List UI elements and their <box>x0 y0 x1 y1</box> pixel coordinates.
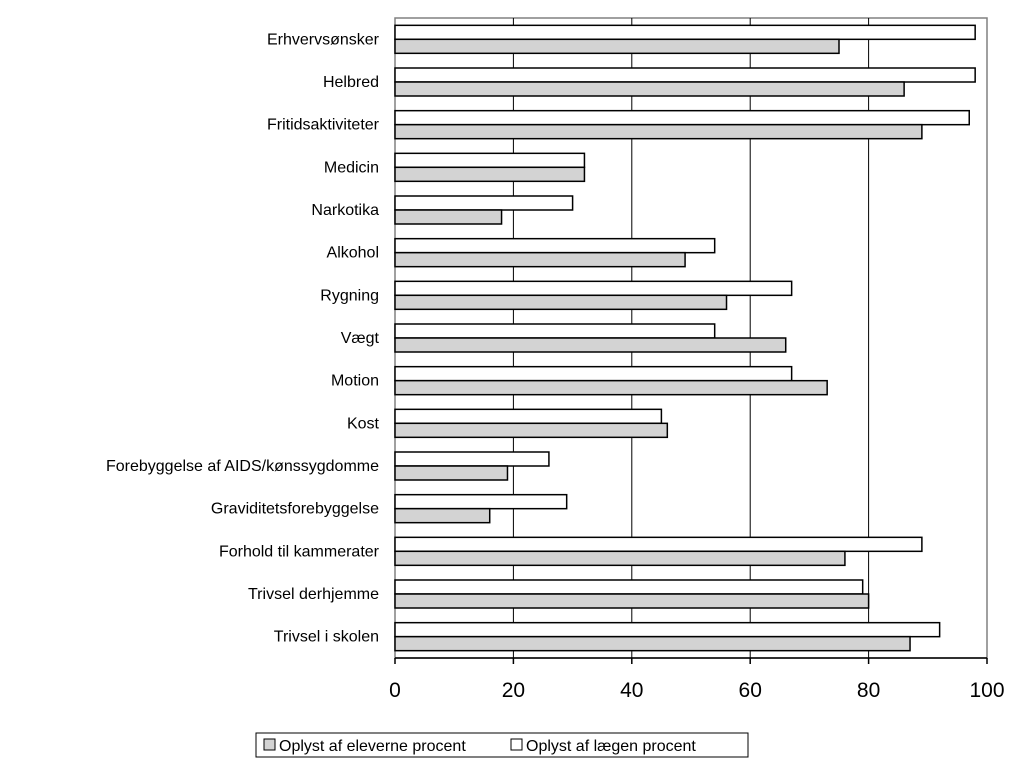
category-label-7: Vægt <box>341 330 380 347</box>
bar-laegen-1 <box>394 67 976 83</box>
bar-laegen-9 <box>394 408 663 425</box>
bar-laegen-4 <box>394 195 574 211</box>
bar-laegen-10 <box>394 451 550 467</box>
legend-box <box>255 732 749 758</box>
bar-eleverne-3 <box>394 166 586 183</box>
x-tick-label-60: 60 <box>739 679 762 702</box>
bar-laegen-8 <box>394 365 793 382</box>
category-label-3: Medicin <box>324 159 379 176</box>
category-label-4: Narkotika <box>311 202 379 219</box>
bar-eleverne-1 <box>394 81 905 97</box>
bars <box>394 24 976 652</box>
bar-laegen-7 <box>394 323 716 339</box>
x-tick-label-20: 20 <box>502 679 525 702</box>
x-tick-label-80: 80 <box>857 679 880 702</box>
category-label-6: Rygning <box>320 287 379 304</box>
bar-eleverne-13 <box>394 593 870 609</box>
bar-laegen-12 <box>394 536 923 553</box>
category-label-10: Forebyggelse af AIDS/kønssygdomme <box>106 458 379 475</box>
category-label-2: Fritidsaktiviteter <box>267 117 380 134</box>
category-label-12: Forhold til kammerater <box>219 543 380 560</box>
bar-eleverne-0 <box>394 38 840 55</box>
bar-eleverne-2 <box>394 123 923 140</box>
category-label-11: Graviditetsforebyggelse <box>211 501 379 518</box>
bar-laegen-3 <box>394 152 586 169</box>
bar-eleverne-11 <box>394 507 491 524</box>
bar-laegen-14 <box>394 621 941 638</box>
category-label-14: Trivsel i skolen <box>274 629 379 646</box>
legend-swatch-laegen <box>510 738 523 751</box>
category-label-5: Alkohol <box>327 245 379 262</box>
legend: Oplyst af eleverne procent Oplyst af læg… <box>255 732 749 758</box>
category-label-1: Helbred <box>323 74 379 91</box>
category-label-9: Kost <box>347 415 380 432</box>
legend-label-laegen: Oplyst af lægen procent <box>526 738 696 755</box>
category-label-0: Erhvervsønsker <box>267 31 380 48</box>
category-label-13: Trivsel derhjemme <box>248 586 379 603</box>
bar-laegen-0 <box>394 24 976 41</box>
bar-laegen-6 <box>394 280 793 297</box>
bar-eleverne-8 <box>394 379 828 396</box>
bar-laegen-5 <box>394 237 716 254</box>
x-tick-label-40: 40 <box>620 679 643 702</box>
bar-eleverne-14 <box>394 635 911 652</box>
legend-swatch-eleverne <box>263 738 276 751</box>
bar-laegen-2 <box>394 109 970 126</box>
bar-eleverne-9 <box>394 422 669 439</box>
bar-eleverne-10 <box>394 465 509 481</box>
legend-label-eleverne: Oplyst af eleverne procent <box>279 738 466 755</box>
category-labels: Erhvervsønsker Helbred Fritidsaktiviteter M… <box>106 31 380 645</box>
bar-eleverne-6 <box>394 294 728 311</box>
bar-laegen-11 <box>394 493 568 510</box>
bar-eleverne-5 <box>394 251 686 268</box>
bar-eleverne-4 <box>394 209 503 225</box>
x-axis: 0 20 40 60 80 100 <box>389 657 1005 702</box>
x-tick-label-0: 0 <box>389 679 401 702</box>
x-tick-label-100: 100 <box>969 679 1004 702</box>
category-label-8: Motion <box>331 373 379 390</box>
bar-eleverne-12 <box>394 550 846 567</box>
bar-laegen-13 <box>394 579 864 595</box>
bar-eleverne-7 <box>394 337 787 353</box>
